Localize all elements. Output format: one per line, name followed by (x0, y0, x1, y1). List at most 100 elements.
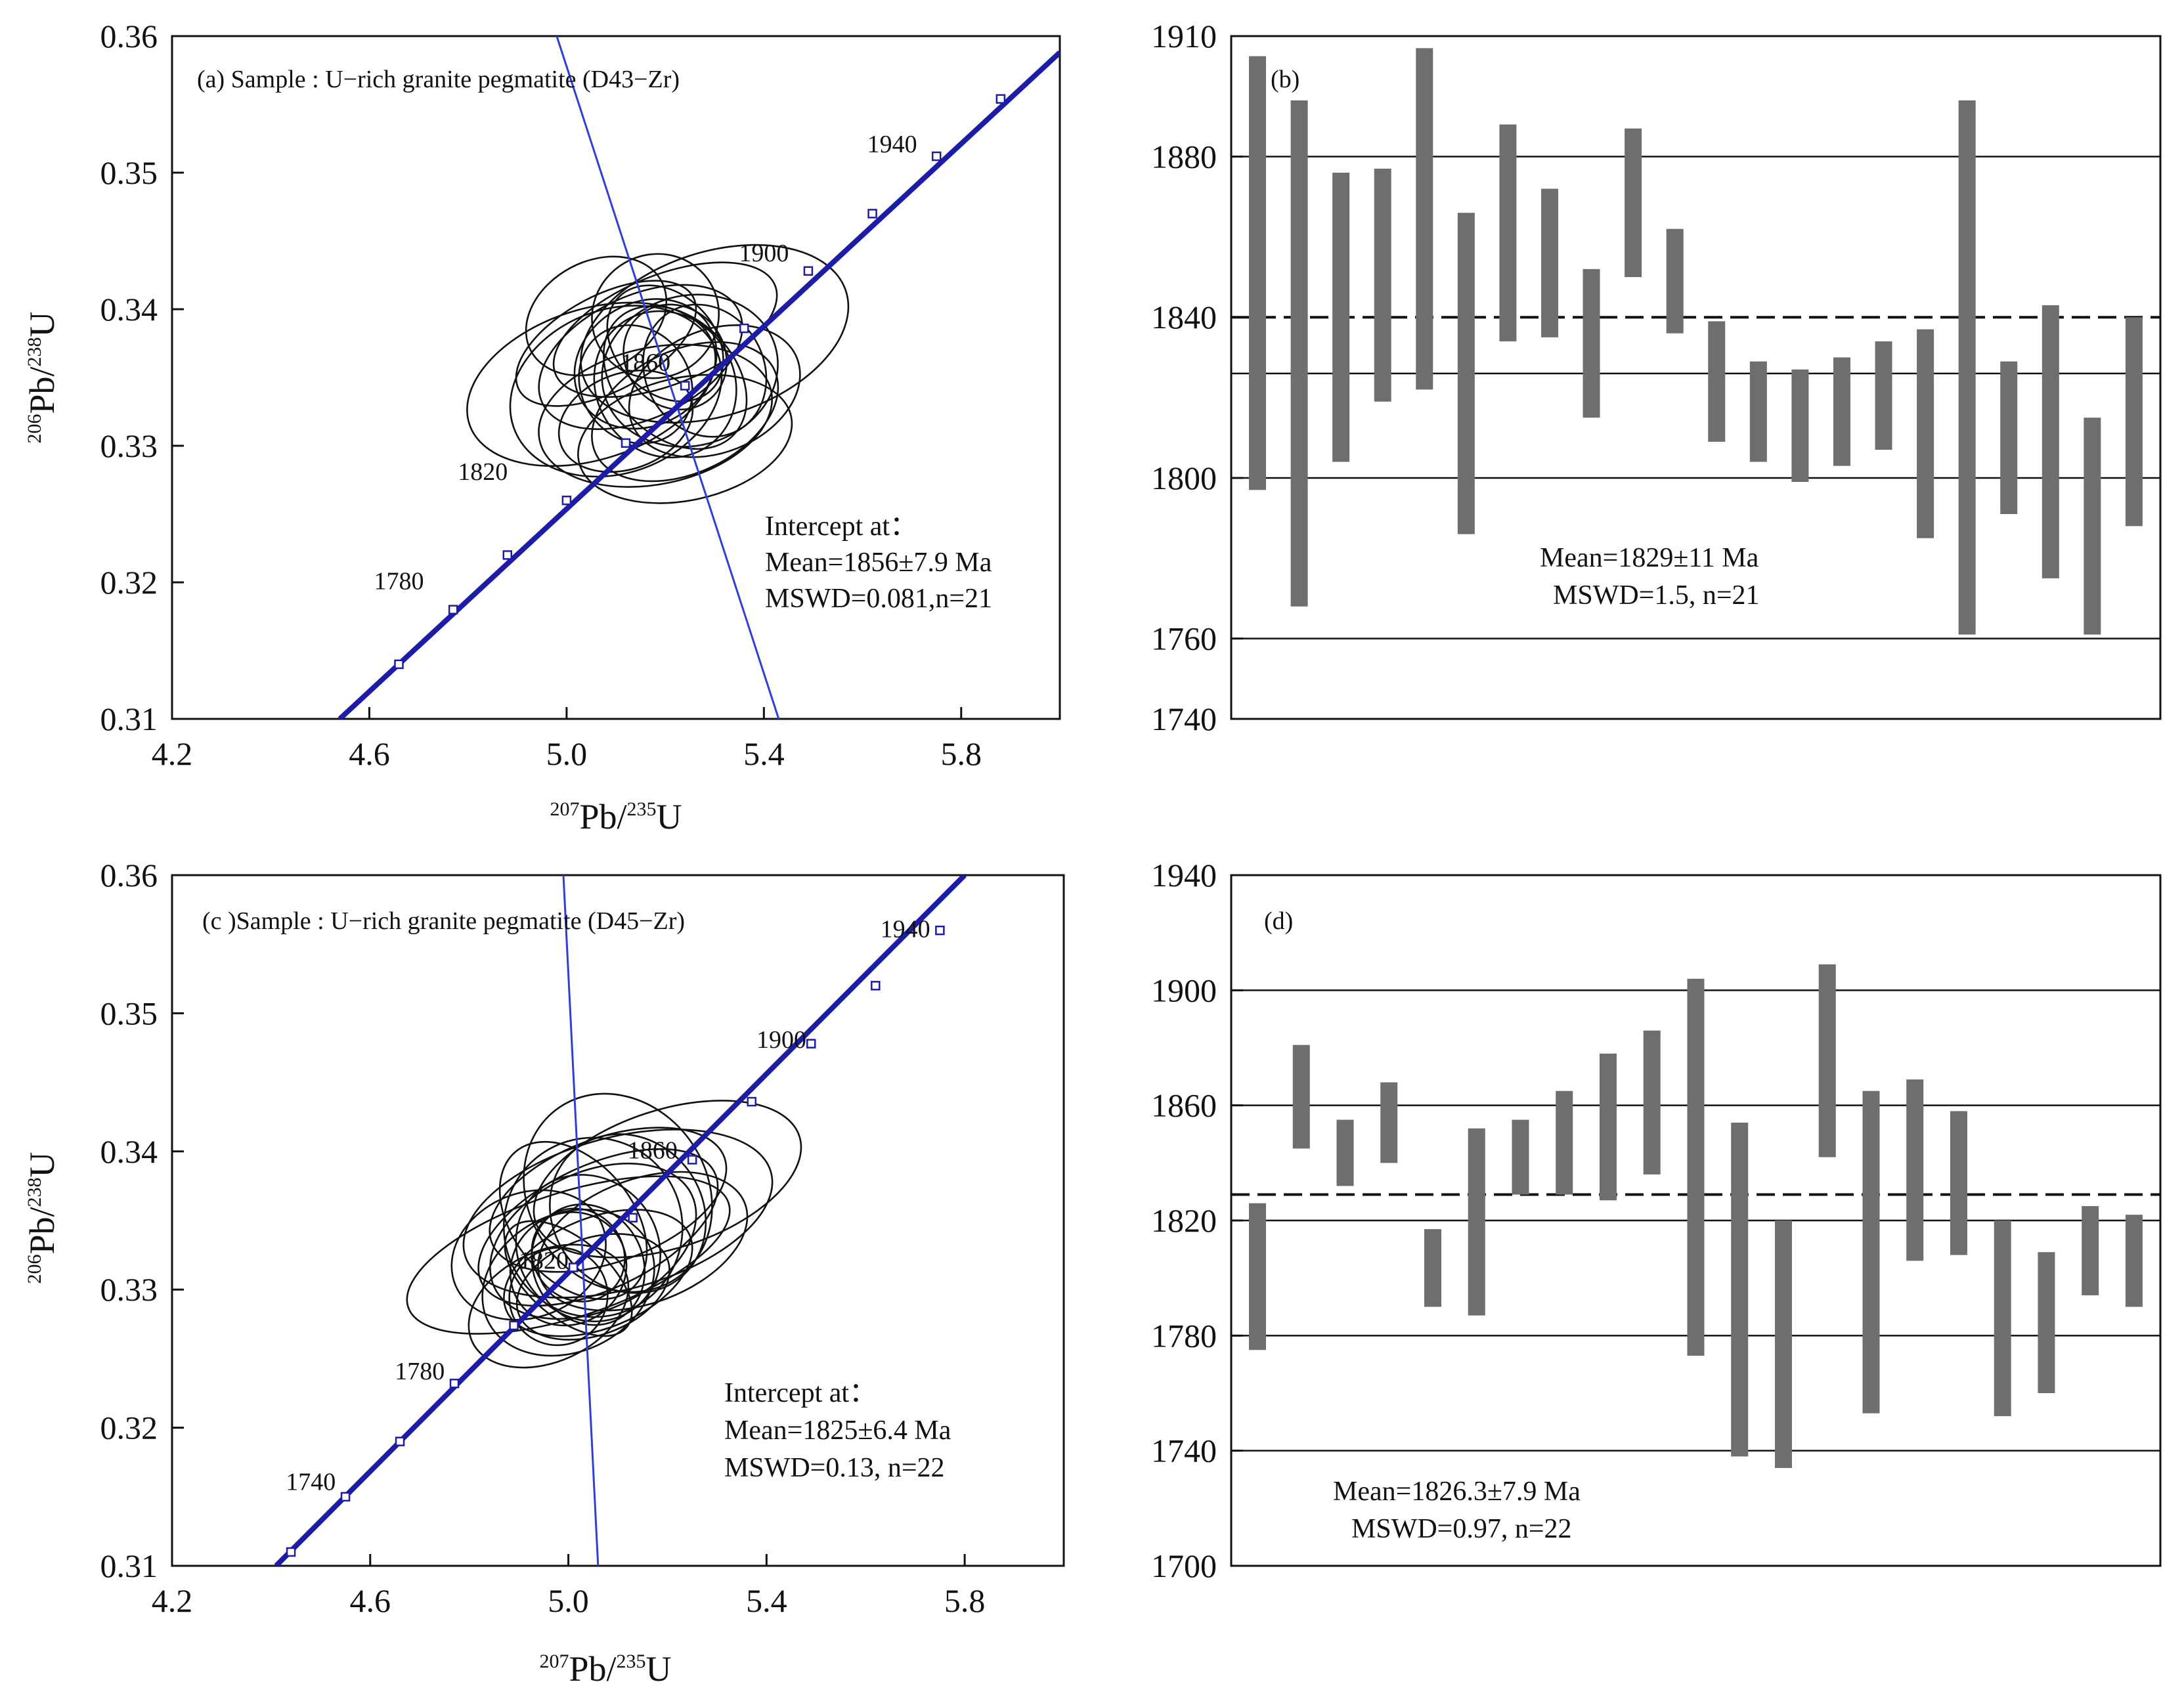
x-tick-label: 5.0 (546, 735, 588, 772)
panel-d-ticks: 1700 1740 1780 1820 1860 1900 1940 (1151, 857, 1243, 1584)
panel-b-frame (1230, 35, 2162, 720)
x-tick-label: 4.2 (152, 735, 193, 772)
error-ellipse (552, 261, 778, 399)
age-error-bar (1556, 1090, 1573, 1195)
error-ellipse (525, 255, 668, 377)
age-error-bar (1906, 1079, 1924, 1261)
y-tick-label: 1880 (1151, 139, 1217, 175)
age-error-bar (1424, 1229, 1441, 1307)
y-tick-label: 0.35 (100, 154, 158, 191)
age-error-bar (1818, 964, 1836, 1157)
error-ellipse (580, 244, 850, 424)
error-ellipse (537, 1171, 749, 1312)
x-tick-label: 4.2 (152, 1582, 193, 1619)
x-tick-label: 4.6 (349, 735, 390, 772)
y-tick-label: 0.32 (100, 564, 158, 601)
concordia-age-marker (935, 925, 945, 936)
panel-b-weighted-mean-plot: 1740 1760 1800 1840 1880 1910 (b) Mean=1829±1… (1151, 18, 2162, 737)
age-error-bar (1374, 168, 1391, 402)
y-tick-label: 0.34 (100, 1133, 158, 1170)
age-error-bar (1249, 56, 1266, 490)
panel-a-age-labels: 1780 1820 1860 1900 1940 (374, 131, 917, 595)
y-tick-label: 0.35 (100, 995, 158, 1031)
x-tick-label: 5.4 (746, 1582, 787, 1619)
age-error-bar (1599, 1053, 1617, 1201)
concordia-age-label: 1900 (739, 240, 789, 267)
age-error-bar (1625, 128, 1642, 278)
error-ellipse (477, 1148, 719, 1307)
error-ellipse (606, 284, 724, 402)
age-error-bar (1249, 1203, 1266, 1350)
y-tick-label: 1740 (1151, 701, 1217, 737)
panel-c-lines (274, 875, 967, 1566)
concordia-age-marker (509, 1320, 519, 1331)
concordia-curve (274, 875, 967, 1566)
x-tick-label: 5.8 (941, 735, 982, 772)
age-error-bar (1833, 357, 1850, 466)
age-error-bar (1416, 48, 1433, 390)
concordia-age-marker (502, 550, 513, 560)
concordia-age-marker (449, 1379, 460, 1389)
error-ellipse (591, 341, 779, 483)
age-error-bar (1499, 124, 1517, 341)
error-ellipse (578, 324, 693, 444)
panel-c-title: (c )Sample : U−rich granite pegmatite (D… (202, 907, 685, 935)
concordia-age-marker (995, 94, 1006, 104)
age-error-bar (2082, 1206, 2099, 1295)
concordia-age-label: 1780 (374, 567, 424, 595)
age-error-bar (2038, 1252, 2055, 1393)
panel-b-annotation-line-1: Mean=1829±11 Ma (1540, 543, 1759, 573)
panel-c-ticks: 4.2 4.6 5.0 5.4 5.8 0.31 0.32 0.33 0.34 0.35 0.36 (100, 857, 986, 1619)
panel-b-annotation: Mean=1829±11 Ma MSWD=1.5, n=21 (1540, 543, 1760, 611)
y-tick-label: 1900 (1151, 972, 1217, 1008)
panel-b-annotation-line-2: MSWD=1.5, n=21 (1553, 580, 1760, 611)
concordia-age-marker (687, 1155, 697, 1165)
age-error-bar (1958, 100, 1976, 635)
panel-c-annotation-line-3: MSWD=0.13, n=22 (724, 1453, 945, 1483)
age-error-bar (1643, 1030, 1661, 1175)
y-tick-label: 0.31 (100, 701, 158, 737)
panel-a-lines (338, 36, 1060, 719)
concordia-age-marker (628, 1213, 638, 1223)
concordia-age-label: 1780 (395, 1358, 445, 1385)
panel-a-annotation-line-1: Intercept at： (765, 511, 917, 542)
error-ellipse (515, 280, 697, 407)
panel-d-annotation-line-1: Mean=1826.3±7.9 Ma (1333, 1477, 1581, 1507)
y-tick-label: 1820 (1151, 1202, 1217, 1239)
error-ellipse (509, 305, 723, 478)
concordia-age-label: 1900 (756, 1026, 806, 1054)
y-tick-label: 1860 (1151, 1087, 1217, 1124)
age-error-bar (1749, 361, 1767, 462)
age-error-bar (1332, 173, 1350, 462)
concordia-age-marker (340, 1492, 351, 1502)
age-error-bar (2042, 305, 2059, 578)
y-tick-label: 1910 (1151, 18, 1217, 54)
concordia-age-marker (395, 1436, 405, 1446)
panel-b-title: (b) (1271, 66, 1299, 93)
panel-d-weighted-mean-plot: 1700 1740 1780 1820 1860 1900 1940 (d) Mean=18… (1151, 857, 2162, 1584)
error-ellipse (468, 1243, 630, 1369)
concordia-age-label: 1860 (621, 349, 670, 377)
error-ellipse (503, 1209, 693, 1337)
age-error-bar (1774, 1220, 1792, 1468)
error-ellipse (462, 1129, 774, 1299)
age-error-bar (1708, 321, 1726, 442)
panel-c-ellipses (406, 1092, 802, 1369)
error-ellipse (549, 1133, 707, 1294)
panel-b-ticks: 1740 1760 1800 1840 1880 1910 (1151, 18, 1243, 737)
y-tick-label: 0.31 (100, 1547, 158, 1584)
concordia-age-label: 1740 (286, 1468, 336, 1496)
y-tick-label: 1840 (1151, 299, 1217, 335)
panel-c-concordia-plot: 4.2 4.6 5.0 5.4 5.80.310.320.330.340.350.36 … (22, 857, 1065, 1689)
panel-a-title: (a) Sample : U−rich granite pegmatite (D… (197, 66, 680, 93)
age-error-bar (1468, 1128, 1485, 1316)
concordia-age-label: 1940 (881, 916, 930, 943)
panel-a-markers (394, 94, 1006, 670)
panel-a-ylabel: 206Pb/238U (22, 311, 62, 443)
panel-a-ticks: 4.2 4.6 5.0 5.4 5.8 0.31 0.32 0.33 0.34 0.35 0.36 (100, 18, 982, 772)
age-error-bar (1731, 1122, 1749, 1457)
error-ellipse (406, 1175, 731, 1335)
panel-d-annotation: Mean=1826.3±7.9 Ma MSWD=0.97, n=22 (1333, 1477, 1581, 1544)
concordia-curve (338, 51, 1060, 719)
error-ellipse (628, 324, 801, 458)
